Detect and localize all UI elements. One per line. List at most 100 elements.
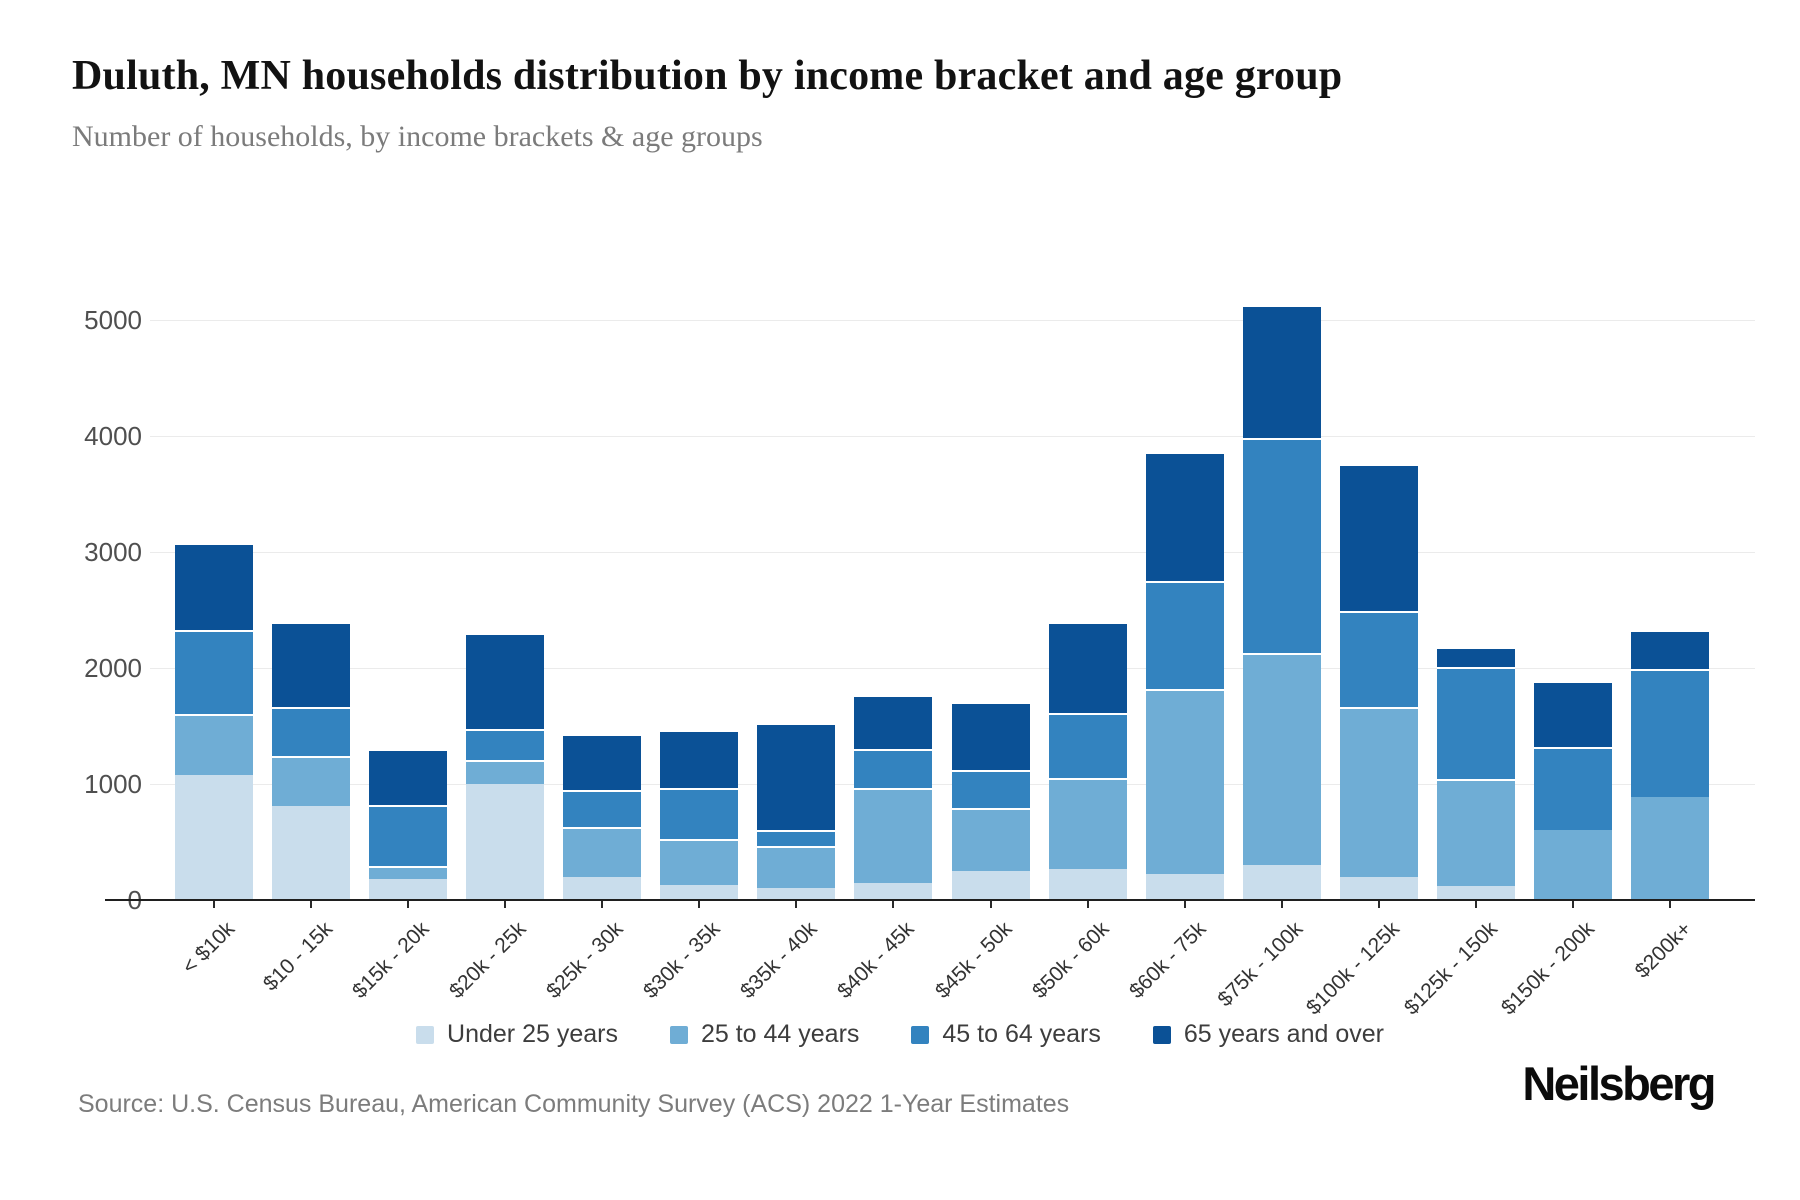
gridline-2000 — [150, 668, 1755, 669]
bar-segment-45-to-64-years[interactable] — [951, 770, 1030, 809]
bar-segment-under-25-years[interactable] — [1145, 874, 1224, 900]
bar-segment-45-to-64-years[interactable] — [1048, 713, 1127, 779]
bar-segment-under-25-years[interactable] — [1436, 886, 1515, 900]
y-tick-label-2000: 2000 — [84, 653, 142, 683]
bar-segment-65-years-and-over[interactable] — [1242, 304, 1321, 439]
bar-segment-under-25-years[interactable] — [1339, 876, 1418, 900]
bar-segment-45-to-64-years[interactable] — [660, 787, 739, 839]
bar--10k[interactable] — [175, 542, 253, 900]
bar-segment-45-to-64-years[interactable] — [1242, 438, 1321, 653]
legend-item-65-years-and-over[interactable]: 65 years and over — [1152, 1020, 1384, 1049]
chart-plot-area — [150, 250, 1755, 900]
bar--20k-25k[interactable] — [466, 633, 545, 900]
bar-segment-65-years-and-over[interactable] — [1631, 629, 1710, 670]
bar-segment-45-to-64-years[interactable] — [563, 789, 642, 827]
x-tick-label: $45k - 50k — [930, 917, 1017, 1003]
y-tick-label-1000: 1000 — [84, 769, 142, 799]
bar-segment-under-25-years[interactable] — [951, 871, 1030, 900]
bar--15k-20k[interactable] — [369, 749, 448, 900]
bar--75k-100k[interactable] — [1242, 304, 1321, 900]
bar-segment-65-years-and-over[interactable] — [563, 734, 642, 790]
bar-segment-65-years-and-over[interactable] — [1048, 621, 1127, 714]
x-tick-label: $125k - 150k — [1399, 917, 1502, 1020]
bar-segment-25-to-44-years[interactable] — [563, 826, 642, 877]
bar--10-15k[interactable] — [272, 621, 351, 900]
bar--40k-45k[interactable] — [854, 694, 933, 900]
bar-segment-45-to-64-years[interactable] — [1631, 669, 1710, 797]
neilsberg-logo: Neilsberg — [1522, 1057, 1716, 1110]
bar-segment-25-to-44-years[interactable] — [1242, 652, 1321, 866]
x-tick-label: $60k - 75k — [1124, 917, 1211, 1003]
bar-segment-45-to-64-years[interactable] — [175, 629, 253, 715]
bar-segment-45-to-64-years[interactable] — [1436, 666, 1515, 780]
bar-segment-65-years-and-over[interactable] — [369, 749, 448, 805]
bar-segment-45-to-64-years[interactable] — [369, 804, 448, 867]
bar-segment-under-25-years[interactable] — [466, 784, 545, 900]
legend-label: 65 years and over — [1183, 1020, 1384, 1048]
bar-segment-65-years-and-over[interactable] — [660, 729, 739, 788]
x-tick — [1086, 901, 1089, 908]
bar--30k-35k[interactable] — [660, 729, 739, 900]
bar-segment-65-years-and-over[interactable] — [1145, 452, 1224, 582]
bar-segment-25-to-44-years[interactable] — [369, 866, 448, 880]
bar--25k-30k[interactable] — [563, 734, 642, 900]
bar--200k+[interactable] — [1631, 629, 1710, 900]
legend-item-25-to-44-years[interactable]: 25 to 44 years — [669, 1020, 860, 1049]
bar-segment-25-to-44-years[interactable] — [1339, 707, 1418, 877]
x-tick — [892, 901, 895, 908]
x-tick-label: $10 - 15k — [258, 917, 337, 996]
bar-segment-45-to-64-years[interactable] — [1339, 611, 1418, 708]
bar-segment-25-to-44-years[interactable] — [272, 756, 351, 807]
gridline-5000 — [150, 320, 1755, 321]
x-tick-label: $100k - 125k — [1302, 917, 1405, 1020]
bar--150k-200k[interactable] — [1533, 680, 1612, 900]
bar-segment-25-to-44-years[interactable] — [1533, 830, 1612, 900]
bar--35k-40k[interactable] — [757, 722, 836, 900]
bar-segment-65-years-and-over[interactable] — [1436, 647, 1515, 667]
bar-segment-under-25-years[interactable] — [563, 876, 642, 900]
legend-item-45-to-64-years[interactable]: 45 to 64 years — [911, 1020, 1101, 1049]
legend-item-under-25-years[interactable]: Under 25 years — [416, 1020, 618, 1049]
bar-segment-25-to-44-years[interactable] — [951, 808, 1030, 871]
bar--125k-150k[interactable] — [1436, 647, 1515, 900]
legend-swatch-icon — [669, 1025, 688, 1044]
bar-segment-25-to-44-years[interactable] — [1436, 779, 1515, 887]
bar-segment-under-25-years[interactable] — [272, 806, 351, 900]
source-note: Source: U.S. Census Bureau, American Com… — [78, 1090, 1070, 1118]
bar-segment-45-to-64-years[interactable] — [272, 707, 351, 757]
bar-segment-25-to-44-years[interactable] — [1145, 688, 1224, 875]
bar-segment-25-to-44-years[interactable] — [466, 759, 545, 784]
x-tick-label: < $10k — [178, 917, 240, 979]
bar-segment-65-years-and-over[interactable] — [272, 621, 351, 708]
bar--100k-125k[interactable] — [1339, 463, 1418, 900]
bar-segment-under-25-years[interactable] — [660, 884, 739, 900]
bar-segment-25-to-44-years[interactable] — [660, 838, 739, 885]
bar-segment-45-to-64-years[interactable] — [854, 749, 933, 788]
bar--45k-50k[interactable] — [951, 701, 1030, 900]
legend-label: 25 to 44 years — [700, 1020, 860, 1048]
bar-segment-under-25-years[interactable] — [1048, 868, 1127, 900]
bar-segment-25-to-44-years[interactable] — [757, 845, 836, 889]
bar-segment-65-years-and-over[interactable] — [1339, 463, 1418, 612]
bar-segment-45-to-64-years[interactable] — [757, 830, 836, 846]
bar-segment-65-years-and-over[interactable] — [175, 542, 253, 630]
bar-segment-under-25-years[interactable] — [369, 879, 448, 900]
bar-segment-25-to-44-years[interactable] — [1048, 778, 1127, 869]
bar-segment-65-years-and-over[interactable] — [854, 694, 933, 750]
bar-segment-25-to-44-years[interactable] — [854, 787, 933, 883]
bar-segment-65-years-and-over[interactable] — [1533, 680, 1612, 747]
bar--60k-75k[interactable] — [1145, 452, 1224, 900]
bar--50k-60k[interactable] — [1048, 621, 1127, 900]
bar-segment-65-years-and-over[interactable] — [951, 701, 1030, 771]
bar-segment-65-years-and-over[interactable] — [757, 722, 836, 831]
bar-segment-under-25-years[interactable] — [757, 888, 836, 900]
bar-segment-45-to-64-years[interactable] — [466, 729, 545, 760]
bar-segment-25-to-44-years[interactable] — [175, 714, 253, 775]
bar-segment-under-25-years[interactable] — [175, 774, 253, 900]
bar-segment-45-to-64-years[interactable] — [1145, 581, 1224, 689]
bar-segment-under-25-years[interactable] — [1242, 865, 1321, 900]
bar-segment-65-years-and-over[interactable] — [466, 633, 545, 730]
bar-segment-45-to-64-years[interactable] — [1533, 746, 1612, 831]
bar-segment-25-to-44-years[interactable] — [1631, 796, 1710, 900]
bar-segment-under-25-years[interactable] — [854, 882, 933, 900]
